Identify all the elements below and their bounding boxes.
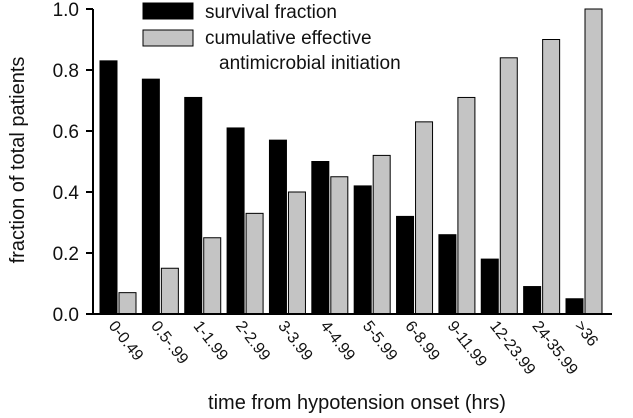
x-axis-title: time from hypotension onset (hrs) xyxy=(208,392,506,414)
legend-swatch-survival xyxy=(142,2,194,20)
bar-survival xyxy=(438,234,457,315)
x-tick-label: 3-3.99 xyxy=(274,318,315,364)
bar-survival xyxy=(99,60,118,315)
bar-antimicrobial xyxy=(118,292,137,315)
legend-swatch-antimicrobial xyxy=(142,29,194,47)
plot-area xyxy=(99,8,603,315)
x-tick-label: 9-11.99 xyxy=(444,318,490,370)
bar-antimicrobial xyxy=(203,237,222,315)
x-tick-label: 1-1.99 xyxy=(190,318,231,364)
x-tick-label: 2-2.99 xyxy=(232,318,273,364)
y-tick-label: 0.2 xyxy=(53,244,79,265)
bar-survival xyxy=(396,215,415,315)
bar-antimicrobial xyxy=(499,57,518,315)
legend-label-antimicrobial-line1: cumulative effective xyxy=(205,28,372,49)
x-tick-label: 0-0.49 xyxy=(105,318,146,364)
bar-survival xyxy=(565,298,584,315)
x-axis: 0-0.49 0.5-.991-1.99 2-2.99 3-3.99 4-4.99 5-5… xyxy=(93,313,612,378)
bar-survival xyxy=(523,286,542,315)
bar-survival xyxy=(226,127,245,315)
bar-antimicrobial xyxy=(584,8,603,315)
x-tick-label: 0.5-.99 xyxy=(147,318,191,368)
bar-antimicrobial xyxy=(245,212,264,315)
x-tick-label: 6-8.99 xyxy=(401,318,442,364)
bar-antimicrobial xyxy=(330,176,349,315)
y-tick-label: 0.4 xyxy=(53,183,80,204)
bar-antimicrobial xyxy=(160,267,179,315)
y-tick-label: 0.8 xyxy=(53,61,79,82)
legend-label-antimicrobial-line2: antimicrobial initiation xyxy=(219,53,401,74)
legend-label-survival: survival fraction xyxy=(205,2,337,23)
x-tick-label: >36 xyxy=(571,318,601,350)
bar-survival xyxy=(311,161,330,315)
y-tick-label: 1.0 xyxy=(53,0,79,21)
bar-survival xyxy=(353,185,372,315)
x-tick-label: 5-5.99 xyxy=(359,318,400,364)
bar-antimicrobial xyxy=(457,96,476,315)
bar-antimicrobial xyxy=(415,121,434,315)
bar-antimicrobial xyxy=(372,154,391,315)
bar-antimicrobial xyxy=(542,39,561,315)
y-axis: 0.0 0.2 0.4 0.6 0.8 1.0 xyxy=(53,0,94,326)
bar-survival xyxy=(184,96,203,315)
bar-survival xyxy=(268,139,287,315)
y-tick-label: 0.0 xyxy=(53,305,79,326)
bar-survival xyxy=(480,258,499,315)
bar-antimicrobial xyxy=(287,191,306,315)
legend: survival fraction cumulative effective a… xyxy=(142,2,401,74)
x-tick-label: 4-4.99 xyxy=(317,318,358,364)
y-tick-label: 0.6 xyxy=(53,122,79,143)
bar-survival xyxy=(141,78,160,315)
y-axis-title: fraction of total patients xyxy=(7,57,29,264)
